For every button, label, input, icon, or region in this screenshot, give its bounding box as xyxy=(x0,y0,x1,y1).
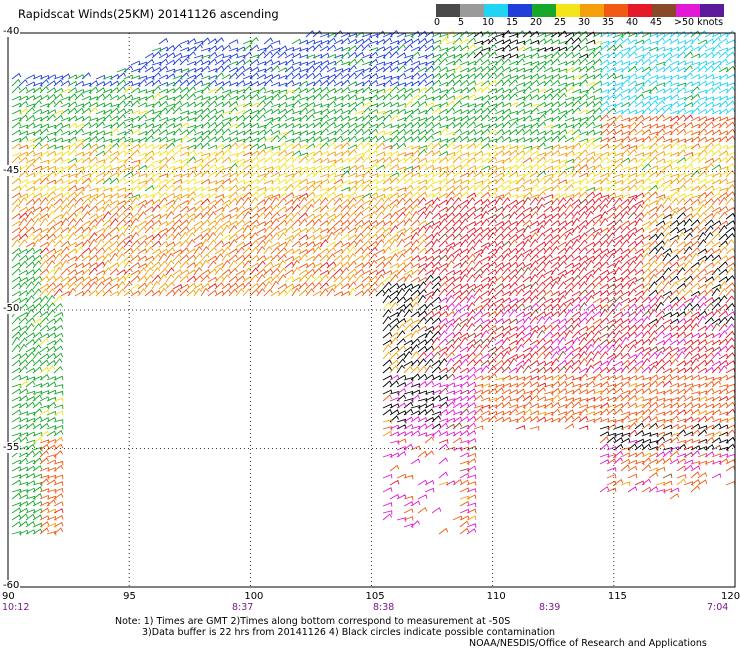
legend-swatch xyxy=(484,4,508,17)
wind-barbs xyxy=(11,114,736,528)
wind-barbs xyxy=(11,30,736,536)
longitude-label: 115 xyxy=(607,591,627,602)
wind-barbs xyxy=(382,294,736,535)
legend-label: 45 xyxy=(650,17,663,28)
legend-label: 35 xyxy=(602,17,615,28)
longitude-label: 120 xyxy=(721,591,740,602)
legend-color-bar xyxy=(436,4,724,17)
legend-label: 40 xyxy=(626,17,639,28)
note-line-1: Note: 1) Times are GMT 2)Times along bot… xyxy=(115,616,511,627)
longitude-label: 100 xyxy=(244,591,264,602)
lat-lon-grid xyxy=(8,33,735,587)
time-label: 8:39 xyxy=(539,602,561,613)
latitude-label: -45 xyxy=(2,164,21,176)
legend-swatch xyxy=(604,4,628,17)
legend-label: 0 xyxy=(434,17,441,28)
time-label: 10:12 xyxy=(2,602,30,613)
credit-line: NOAA/NESDIS/Office of Research and Appli… xyxy=(469,638,707,649)
legend-label: 15 xyxy=(506,17,519,28)
legend-swatch xyxy=(676,4,700,17)
wind-barbs xyxy=(11,30,736,444)
longitude-label: 95 xyxy=(123,591,136,602)
longitude-label: 105 xyxy=(365,591,385,602)
note-line-2: 3)Data buffer is 22 hrs from 20141126 4)… xyxy=(142,627,556,638)
wind-barbs-layer xyxy=(11,29,736,536)
wind-barbs xyxy=(424,196,722,479)
latitude-label: -50 xyxy=(2,303,21,314)
legend-label: 20 xyxy=(530,17,543,28)
wind-barbs xyxy=(599,30,736,115)
legend-labels: 0 5 10 15 20 25 30 35 40 45 >50 knots xyxy=(434,17,724,29)
legend-label: 30 xyxy=(578,17,591,28)
legend-swatch xyxy=(652,4,676,17)
latitude-label: -40 xyxy=(2,26,21,37)
wind-barbs xyxy=(18,114,736,514)
legend-swatch xyxy=(436,4,460,17)
wind-barbs xyxy=(375,29,736,452)
legend-swatch xyxy=(700,4,724,17)
legend-swatch xyxy=(460,4,484,17)
longitude-label: 90 xyxy=(2,591,15,602)
wind-speed-legend: 0 5 10 15 20 25 30 35 40 45 >50 knots xyxy=(434,4,724,29)
legend-label: 10 xyxy=(482,17,495,28)
legend-swatch xyxy=(556,4,580,17)
wind-barbs xyxy=(11,29,435,88)
latitude-label: -60 xyxy=(2,580,21,591)
time-label: 8:37 xyxy=(232,602,254,613)
legend-swatch xyxy=(508,4,532,17)
time-label: 8:38 xyxy=(373,602,395,613)
wind-barbs xyxy=(11,113,736,536)
legend-label: 5 xyxy=(458,17,465,28)
legend-swatch xyxy=(580,4,604,17)
page-title: Rapidscat Winds(25KM) 20141126 ascending xyxy=(18,7,279,21)
longitude-label: 110 xyxy=(486,591,506,602)
legend-swatch xyxy=(628,4,652,17)
legend-label: >50 knots xyxy=(674,17,724,28)
latitude-label: -55 xyxy=(2,441,21,453)
legend-label: 25 xyxy=(554,17,567,28)
legend-swatch xyxy=(532,4,556,17)
time-label: 7:04 xyxy=(707,602,729,613)
